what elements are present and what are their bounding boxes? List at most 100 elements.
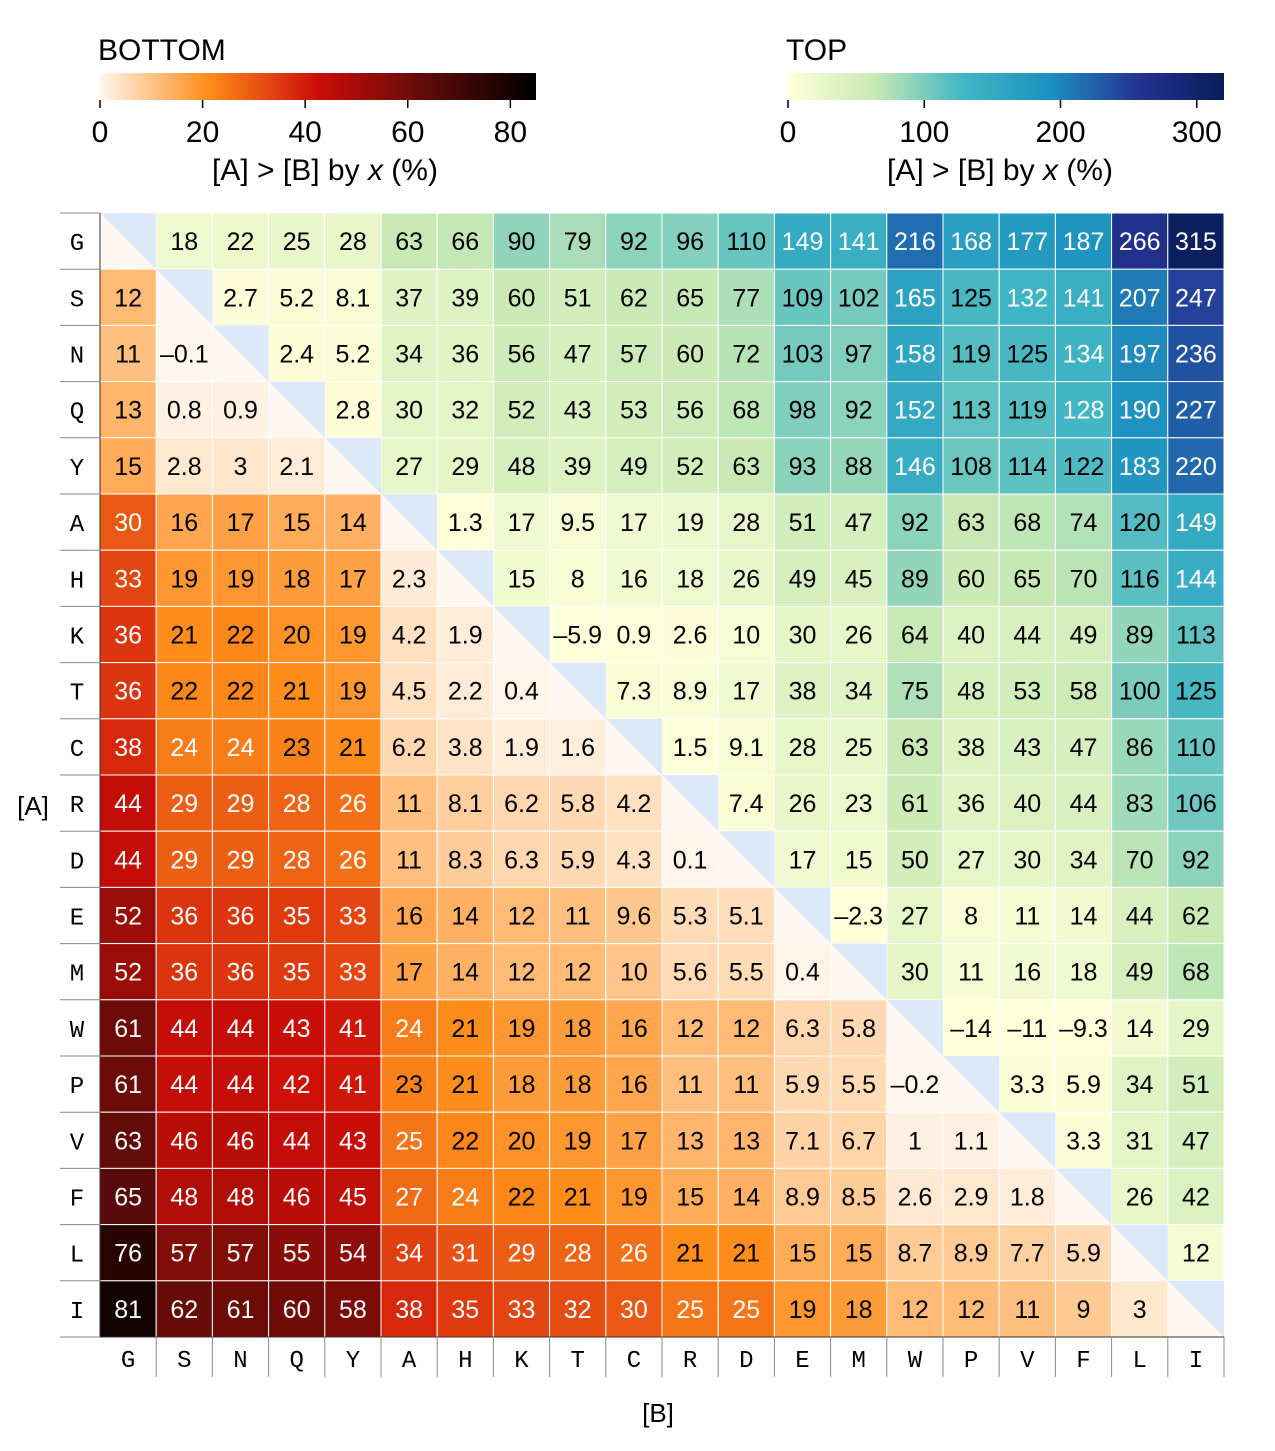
heatmap-cell-bottom	[380, 1224, 438, 1282]
heatmap-cell-bottom	[155, 943, 213, 1001]
heatmap-cell-value: 16	[170, 509, 198, 537]
heatmap-cell-value: 5.9	[1066, 1071, 1101, 1099]
heatmap-cell-bottom	[380, 830, 438, 888]
heatmap-cell-value: 68	[1182, 959, 1210, 987]
y-axis-label: K	[70, 625, 85, 652]
heatmap-cell-bottom	[661, 999, 719, 1057]
heatmap-cell-top	[1054, 1111, 1113, 1169]
heatmap-cell-bottom	[324, 830, 382, 888]
heatmap-cell-top	[661, 605, 719, 664]
heatmap-cell-top	[1167, 1167, 1225, 1226]
heatmap-cell-bottom	[717, 886, 775, 945]
heatmap-cell-top	[605, 381, 663, 439]
heatmap-cell-value: 77	[732, 284, 760, 312]
heatmap-cell-value: 28	[283, 846, 311, 874]
heatmap-cell-value: 31	[451, 1240, 479, 1268]
top-colorbar-tick-label: 100	[899, 116, 949, 149]
heatmap-cell-bottom	[324, 1167, 382, 1226]
heatmap-cell-value: 47	[564, 341, 592, 369]
heatmap-cell-top	[717, 212, 775, 270]
heatmap-cell-top	[942, 549, 1000, 607]
heatmap-cell-value: 3.8	[448, 734, 483, 762]
heatmap-cell-value: 18	[1070, 959, 1098, 987]
heatmap-cell-value: 47	[845, 509, 873, 537]
heatmap-cell-top	[998, 212, 1056, 270]
heatmap-cell-top	[492, 381, 551, 439]
heatmap-cell-top	[998, 662, 1056, 720]
heatmap-cell-value: 29	[227, 846, 255, 874]
x-axis-label: F	[1076, 1348, 1090, 1375]
heatmap-cell-value: 43	[1013, 734, 1041, 762]
heatmap-cell-top	[717, 381, 775, 439]
heatmap-cell-value: 21	[564, 1184, 592, 1212]
heatmap-cell-value: 49	[620, 453, 648, 481]
heatmap-cell-top	[1167, 549, 1225, 607]
heatmap-cell-value: 75	[901, 678, 929, 706]
heatmap-cell-value: 44	[170, 1015, 198, 1043]
heatmap-cell-value: 36	[227, 959, 255, 987]
heatmap-cell-top	[1111, 999, 1169, 1057]
heatmap-cell-value: 18	[564, 1015, 592, 1043]
heatmap-cell-value: 132	[1006, 284, 1048, 312]
heatmap-cell-value: 10	[620, 959, 648, 987]
heatmap-cell-value: 48	[170, 1184, 198, 1212]
heatmap-cell-value: 102	[838, 284, 880, 312]
heatmap-cell-value: 128	[1063, 397, 1105, 425]
heatmap-cell-value: 4.3	[617, 846, 652, 874]
heatmap-cell-value: 8	[571, 565, 585, 593]
heatmap-cell-top	[1167, 1224, 1225, 1282]
heatmap-cell-value: 46	[170, 1127, 198, 1155]
heatmap-cell-bottom	[211, 1224, 270, 1282]
heatmap-cell-value: 29	[508, 1240, 536, 1268]
heatmap-cell-value: 197	[1119, 341, 1161, 369]
heatmap-cell-value: –14	[950, 1015, 992, 1043]
x-axis-label: L	[1132, 1348, 1146, 1375]
heatmap-cell-top	[1111, 1055, 1169, 1113]
diagonal-cell-lower	[268, 381, 325, 438]
heatmap-cell-bottom	[324, 999, 382, 1057]
heatmap-cell-value: 3.3	[1066, 1127, 1101, 1155]
heatmap-cell-value: 24	[170, 734, 198, 762]
heatmap-cell-value: 65	[676, 284, 704, 312]
heatmap-cell-value: 9	[1077, 1296, 1091, 1324]
heatmap-cell-bottom	[268, 493, 326, 551]
heatmap-cell-value: 34	[845, 678, 873, 706]
heatmap-cell-value: 52	[676, 453, 704, 481]
heatmap-cell-top	[1054, 212, 1113, 270]
diagonal-cell-upper	[493, 606, 550, 663]
heatmap-cell-value: 19	[789, 1296, 817, 1324]
heatmap-cell-value: 2.4	[279, 341, 314, 369]
heatmap-cell-value: 21	[170, 622, 198, 650]
heatmap-cell-value: 19	[508, 1015, 536, 1043]
heatmap-cell-value: 8.9	[785, 1184, 820, 1212]
heatmap-cell-bottom	[211, 886, 270, 945]
heatmap-cell-bottom	[268, 549, 326, 607]
heatmap-cell-bottom	[886, 1111, 944, 1169]
heatmap-cell-top	[942, 774, 1000, 832]
heatmap-cell-value: 190	[1119, 397, 1161, 425]
heatmap-cell-value: 17	[339, 565, 367, 593]
heatmap-cell-top	[998, 268, 1056, 326]
heatmap-cell-value: 12	[901, 1296, 929, 1324]
heatmap-cell-top	[1111, 268, 1169, 326]
heatmap-cell-value: 220	[1175, 453, 1217, 481]
heatmap-cell-value: 72	[732, 341, 760, 369]
y-axis-label: C	[70, 737, 84, 764]
heatmap-cell-bottom	[717, 999, 775, 1057]
heatmap-cell-value: 33	[114, 565, 142, 593]
heatmap-cell-value: 52	[114, 959, 142, 987]
heatmap-cell-value: 2.3	[392, 565, 427, 593]
heatmap-cell-bottom	[436, 1224, 494, 1282]
heatmap-cell-value: 12	[1182, 1240, 1210, 1268]
x-axis-label: A	[402, 1348, 417, 1375]
bottom-colorbar-gradient	[100, 73, 536, 100]
heatmap-cell-bottom	[830, 1280, 888, 1338]
heatmap-cell-bottom	[717, 943, 775, 1001]
heatmap-cell-value: 63	[957, 509, 985, 537]
heatmap-cell-value: 168	[950, 228, 992, 256]
heatmap-cell-top	[1167, 1055, 1225, 1113]
heatmap-cell-value: 36	[170, 903, 198, 931]
heatmap-cell-value: 18	[564, 1071, 592, 1099]
heatmap-cell-bottom	[661, 1111, 719, 1169]
heatmap-cell-value: 2.6	[673, 622, 708, 650]
